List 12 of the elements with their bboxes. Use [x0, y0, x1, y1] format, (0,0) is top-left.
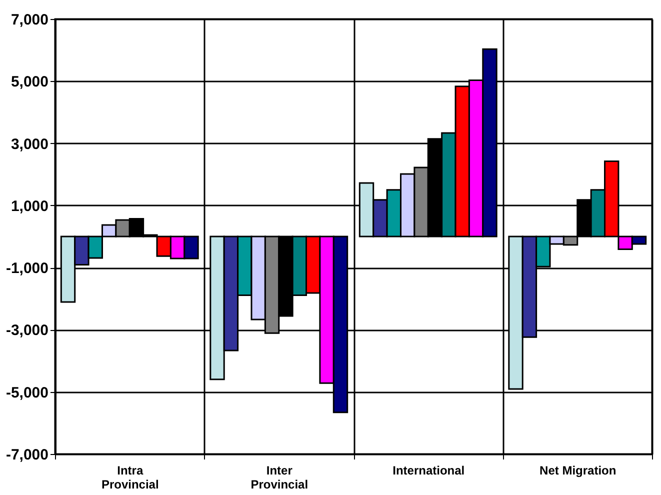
- x-tick-label: Intra Provincial: [101, 464, 159, 492]
- x-tick-label: Net Migration: [540, 464, 616, 478]
- y-tick-label: -5,000: [6, 384, 48, 402]
- y-tick-label: -1,000: [6, 260, 48, 278]
- x-tick-label: Inter Provincial: [250, 464, 308, 492]
- y-tick-label: 1,000: [10, 198, 48, 215]
- x-tick-label: International: [392, 464, 465, 478]
- y-tick-label: 3,000: [10, 136, 48, 153]
- y-tick-label: -3,000: [6, 322, 48, 340]
- y-tick-label: -7,000: [6, 446, 48, 464]
- y-tick-label: 5,000: [10, 74, 48, 91]
- y-tick-label: 7,000: [10, 12, 48, 28]
